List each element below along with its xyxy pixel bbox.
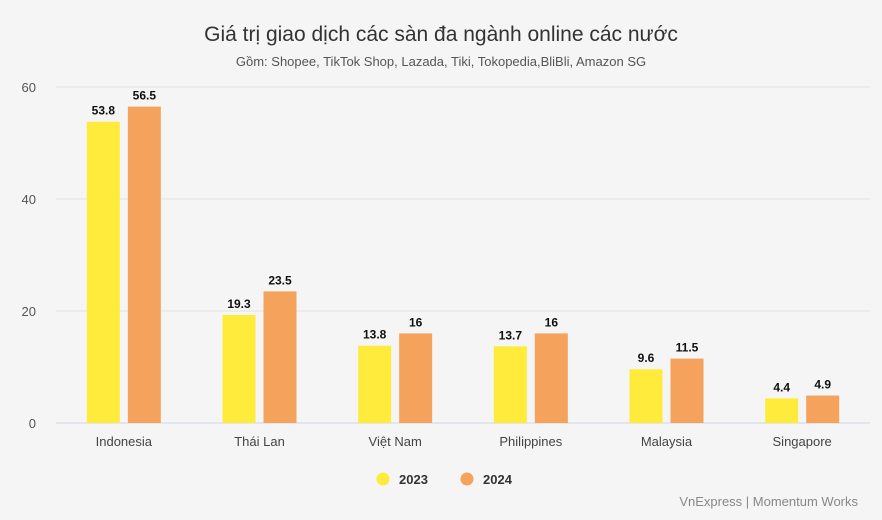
- data-label: 56.5: [133, 89, 157, 103]
- y-tick-label: 40: [22, 192, 36, 207]
- bar-2023: [86, 121, 120, 423]
- data-label: 11.5: [676, 341, 699, 355]
- legend: 2023 2024: [376, 472, 513, 487]
- data-label: 16: [409, 315, 423, 329]
- x-tick-label: Thái Lan: [234, 434, 285, 449]
- bar-2023: [629, 369, 663, 423]
- y-tick-label: 0: [29, 416, 36, 431]
- bar-2023: [765, 398, 799, 423]
- bar-2024: [806, 395, 840, 423]
- x-axis: Indonesia Thái Lan Việt Nam Philippines Mala…: [96, 434, 832, 449]
- x-tick-label: Malaysia: [641, 434, 693, 449]
- bars: 53.8 56.5 19.3 23.5 13.8 16 13.7 16 9.6 11.5 4.4 4.…: [86, 89, 840, 423]
- bar-2024: [670, 358, 704, 423]
- data-label: 53.8: [92, 104, 116, 118]
- legend-label: 2024: [483, 472, 513, 487]
- y-tick-label: 20: [22, 304, 36, 319]
- legend-label: 2023: [399, 472, 428, 487]
- data-label: 13.7: [499, 328, 523, 342]
- x-tick-label: Philippines: [499, 434, 562, 449]
- bar-2024: [263, 291, 297, 423]
- chart-subtitle: Gồm: Shopee, TikTok Shop, Lazada, Tiki, …: [236, 54, 646, 69]
- data-label: 16: [545, 315, 559, 329]
- x-tick-label: Việt Nam: [369, 434, 422, 449]
- bar-2023: [493, 346, 527, 423]
- data-label: 13.8: [363, 328, 387, 342]
- data-label: 4.9: [814, 378, 831, 392]
- data-label: 4.4: [773, 380, 790, 394]
- bar-2023: [222, 314, 256, 423]
- y-tick-label: 60: [22, 80, 36, 95]
- legend-marker-2024: [460, 472, 474, 486]
- legend-marker-2023: [376, 472, 390, 486]
- bar-2023: [358, 345, 392, 423]
- data-label: 23.5: [268, 273, 292, 287]
- grid-lines: [56, 86, 870, 312]
- chart-title: Giá trị giao dịch các sàn đa ngành onlin…: [204, 23, 678, 46]
- source-credit: VnExpress | Momentum Works: [679, 494, 858, 509]
- x-tick-label: Singapore: [773, 434, 832, 449]
- bar-2024: [399, 333, 433, 423]
- bar-2024: [127, 106, 161, 423]
- data-label: 9.6: [638, 351, 655, 365]
- data-label: 19.3: [227, 297, 251, 311]
- bar-2024: [534, 333, 568, 423]
- x-tick-label: Indonesia: [96, 434, 153, 449]
- y-axis: 0 20 40 60: [22, 80, 36, 431]
